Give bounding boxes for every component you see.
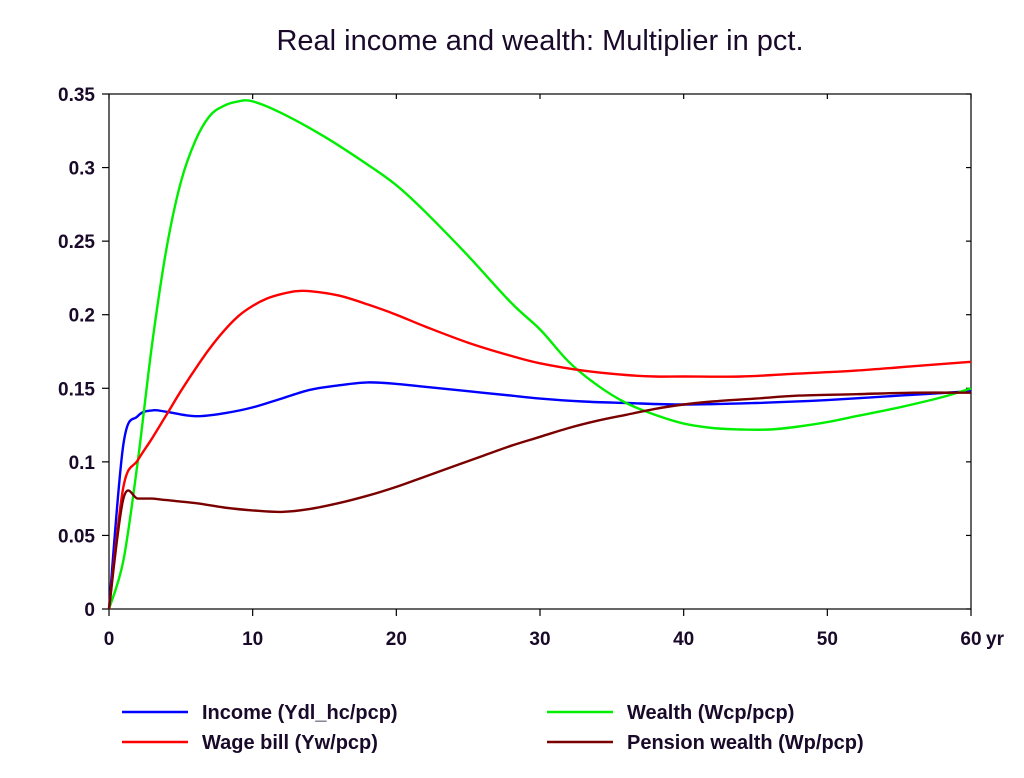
legend-label-pension-wealth: Pension wealth (Wp/pcp): [627, 732, 864, 754]
plot-frame: [108, 93, 972, 610]
x-tick-label: 40: [673, 629, 694, 650]
legend: Income (Ydl_hc/pcp) Wealth (Wcp/pcp) Wage …: [122, 702, 864, 754]
x-tick-label: 10: [242, 629, 263, 650]
series-line-wage-bill: [107, 289, 972, 610]
chart-title: Real income and wealth: Multiplier in pc…: [276, 25, 803, 57]
y-axis: 0 0.05 0.1 0.15 0.2 0.25 0.3 0.35: [58, 85, 971, 621]
y-tick-label: 0.35: [58, 85, 95, 106]
legend-label-wage-bill: Wage bill (Yw/pcp): [202, 732, 378, 754]
y-tick-label: 0.05: [58, 526, 95, 547]
x-tick-label: 60: [960, 629, 981, 650]
x-tick-label: 0: [104, 629, 115, 650]
x-tick-label: 50: [817, 629, 838, 650]
y-tick-label: 0.25: [58, 232, 95, 253]
x-unit-label: yr: [986, 629, 1005, 650]
legend-label-wealth: Wealth (Wcp/pcp): [627, 702, 794, 724]
legend-label-income: Income (Ydl_hc/pcp): [202, 702, 398, 724]
y-tick-label: 0: [84, 600, 95, 621]
x-axis: 0 10 20 30 40 50 60: [104, 94, 982, 650]
series-lines: [107, 99, 972, 610]
series-line-pension-wealth: [107, 391, 972, 610]
x-tick-label: 30: [529, 629, 550, 650]
y-tick-label: 0.2: [69, 306, 95, 327]
y-tick-label: 0.3: [69, 159, 95, 180]
y-tick-label: 0.1: [69, 453, 96, 474]
y-tick-label: 0.15: [58, 379, 95, 400]
series-line-wealth: [107, 99, 972, 610]
series-line-income: [107, 381, 972, 610]
x-tick-label: 20: [386, 629, 407, 650]
